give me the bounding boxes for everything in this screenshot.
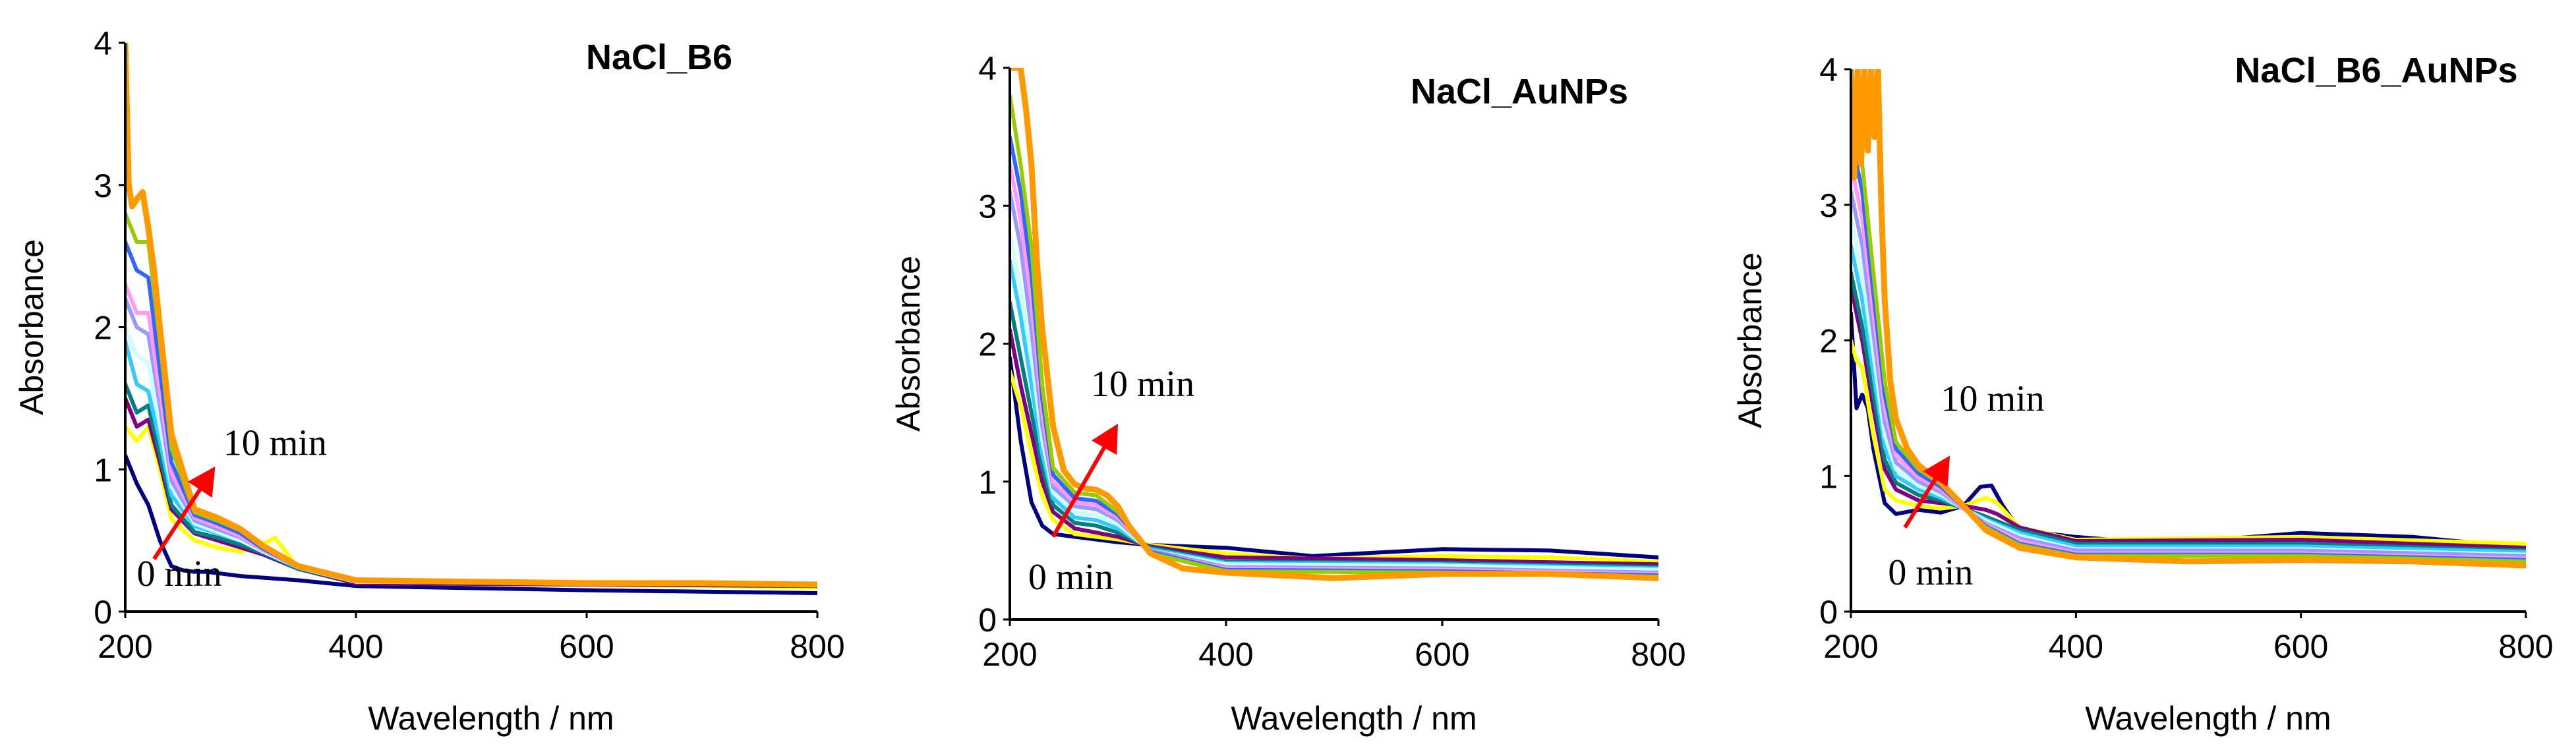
y-axis-label: Absorbance xyxy=(890,256,927,432)
series-group xyxy=(1851,69,2526,569)
annotation-label: 0 min xyxy=(1888,552,1973,593)
y-tick-label: 2 xyxy=(94,310,112,347)
series-group xyxy=(1010,68,1658,581)
panel-title: NaCl_B6_AuNPs xyxy=(2235,51,2517,90)
x-tick-label: 200 xyxy=(1823,628,1878,665)
x-tick-label: 200 xyxy=(982,636,1037,673)
panel-nacl-b6: NaCl_B6 0 1 2 3 4 200 400 600 800 Wavelength / nm… xyxy=(13,25,845,737)
series-line-0-min xyxy=(125,453,817,595)
x-tick-label: 800 xyxy=(790,628,844,665)
y-tick-label: 3 xyxy=(1819,187,1838,224)
annotation-label: 10 min xyxy=(1941,378,2045,419)
y-tick-label: 4 xyxy=(1819,51,1838,88)
y-tick-label: 1 xyxy=(94,451,112,488)
x-tick-label: 800 xyxy=(1631,636,1685,673)
arrow-head xyxy=(187,466,216,498)
y-axis-label: Absorbance xyxy=(13,239,50,415)
series-line-4-min xyxy=(1010,258,1658,571)
series-line-1-min xyxy=(1010,369,1658,564)
y-tick-label: 2 xyxy=(1819,323,1838,360)
x-tick-label: 400 xyxy=(2049,628,2103,665)
x-axis-label: Wavelength / nm xyxy=(2085,700,2331,737)
x-tick-label: 600 xyxy=(559,628,614,665)
y-tick-label: 2 xyxy=(978,326,997,363)
arrow-shaft xyxy=(1903,478,1937,529)
annotation-label: 10 min xyxy=(1091,364,1194,405)
series-line-1-min xyxy=(1851,338,2526,546)
y-tick-label: 0 xyxy=(94,594,112,631)
series-line-10-min xyxy=(1010,68,1658,581)
x-axis-label: Wavelength / nm xyxy=(368,700,614,737)
y-tick-label: 3 xyxy=(94,167,112,204)
annotation-label: 0 min xyxy=(137,554,222,594)
annotation-label: 0 min xyxy=(1028,557,1113,598)
arrow-head xyxy=(1092,423,1118,455)
series-line-3-min xyxy=(1851,270,2526,553)
x-tick-label: 200 xyxy=(98,628,152,665)
plot-area: 0 1 2 3 4 200 400 600 800 Wavelength / nm Absorban… xyxy=(1732,51,2554,737)
arrow-shaft xyxy=(152,488,202,560)
y-tick-label: 1 xyxy=(1819,458,1838,495)
y-tick-label: 0 xyxy=(978,602,997,639)
x-tick-label: 400 xyxy=(1198,636,1253,673)
arrow-head xyxy=(1923,455,1950,487)
series-group xyxy=(125,43,817,595)
x-tick-label: 400 xyxy=(328,628,383,665)
series-line-6-min xyxy=(1851,189,2526,558)
x-tick-label: 800 xyxy=(2498,628,2553,665)
series-line-10-min xyxy=(125,43,817,588)
y-tick-label: 0 xyxy=(1819,594,1838,631)
series-line-10-min xyxy=(1851,69,2526,569)
panel-nacl-b6-aunps: NaCl_B6_AuNPs 0 1 2 3 4 200 400 600 800 Wavelengt… xyxy=(1732,51,2554,737)
series-line-3-min xyxy=(125,382,817,589)
series-line-4-min xyxy=(1851,243,2526,554)
panel-nacl-aunps: NaCl_AuNPs 0 1 2 3 4 200 400 600 800 Wavelength /… xyxy=(890,50,1686,737)
series-line-0-min xyxy=(1851,311,2526,550)
series-line-0-min xyxy=(1010,355,1658,560)
series-line-8-min xyxy=(1010,134,1658,577)
series-line-5-min xyxy=(1010,231,1658,572)
y-tick-label: 1 xyxy=(978,464,997,501)
x-tick-label: 600 xyxy=(1415,636,1469,673)
y-tick-label: 4 xyxy=(94,25,112,62)
panel-title: NaCl_AuNPs xyxy=(1411,72,1628,111)
plot-area: 0 1 2 3 4 200 400 600 800 Wavelength / nm Absorban… xyxy=(890,50,1686,737)
plot-area: 0 1 2 3 4 200 400 600 800 Wavelength / nm Absorban… xyxy=(13,25,845,737)
series-line-9-min xyxy=(1010,93,1658,579)
y-axis-label: Absorbance xyxy=(1732,252,1769,428)
y-tick-label: 4 xyxy=(978,50,997,87)
panel-title: NaCl_B6 xyxy=(586,38,732,77)
y-tick-label: 3 xyxy=(978,188,997,225)
x-tick-label: 600 xyxy=(2273,628,2328,665)
series-line-2-min xyxy=(1010,328,1658,567)
annotation-label: 10 min xyxy=(223,423,327,464)
x-axis-label: Wavelength / nm xyxy=(1231,700,1477,737)
arrow-shaft xyxy=(1051,446,1106,538)
